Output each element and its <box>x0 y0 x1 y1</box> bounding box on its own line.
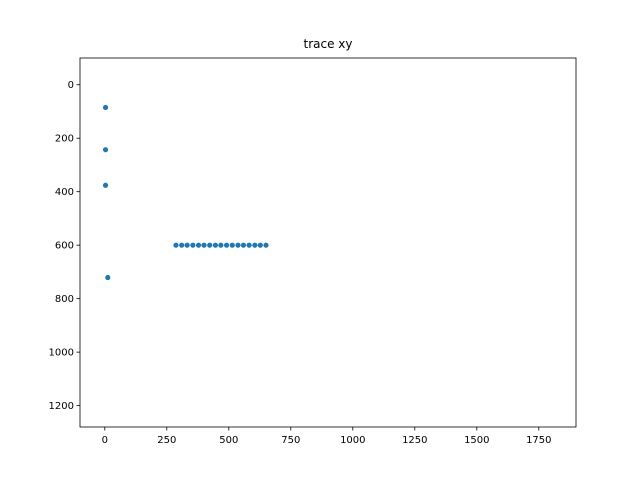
data-point <box>179 242 185 248</box>
plot-area-frame <box>79 57 577 428</box>
x-tick-label: 1500 <box>464 435 489 446</box>
data-point <box>263 242 269 248</box>
x-tick-label: 1750 <box>526 435 551 446</box>
data-point <box>102 104 109 111</box>
data-point <box>207 242 213 248</box>
data-point <box>102 182 109 188</box>
data-point <box>257 242 263 248</box>
data-point <box>201 242 207 248</box>
data-point <box>190 242 196 248</box>
x-axis-ticks: 0 250 500 750 1000 1250 1500 1750 <box>102 427 552 446</box>
y-tick-label: 1000 <box>49 348 74 359</box>
data-point <box>218 242 224 248</box>
data-points <box>102 104 269 281</box>
y-tick-label: 200 <box>55 134 74 145</box>
y-tick-label: 800 <box>55 294 74 305</box>
x-tick-label: 1250 <box>402 435 427 446</box>
data-point <box>102 147 109 153</box>
data-point <box>184 242 190 248</box>
data-point <box>235 242 241 248</box>
x-tick-label: 0 <box>102 435 108 446</box>
y-tick-label: 0 <box>68 80 74 91</box>
data-point <box>240 242 247 248</box>
data-point <box>246 242 252 248</box>
x-tick-label: 250 <box>157 435 176 446</box>
y-tick-label: 1200 <box>49 401 74 412</box>
data-point <box>105 274 111 281</box>
y-tick-label: 600 <box>55 241 74 252</box>
y-axis-ticks: 0 200 400 600 800 1000 1200 <box>49 80 80 412</box>
data-point <box>223 242 230 248</box>
data-point <box>212 242 219 248</box>
x-tick-label: 1000 <box>340 435 365 446</box>
chart-title: trace xy <box>304 37 353 51</box>
y-tick-label: 400 <box>55 187 74 198</box>
data-point <box>252 242 258 248</box>
x-tick-label: 500 <box>219 435 238 446</box>
data-point <box>173 242 179 248</box>
data-point <box>229 242 235 248</box>
x-tick-label: 750 <box>281 435 300 446</box>
data-point <box>195 242 202 248</box>
